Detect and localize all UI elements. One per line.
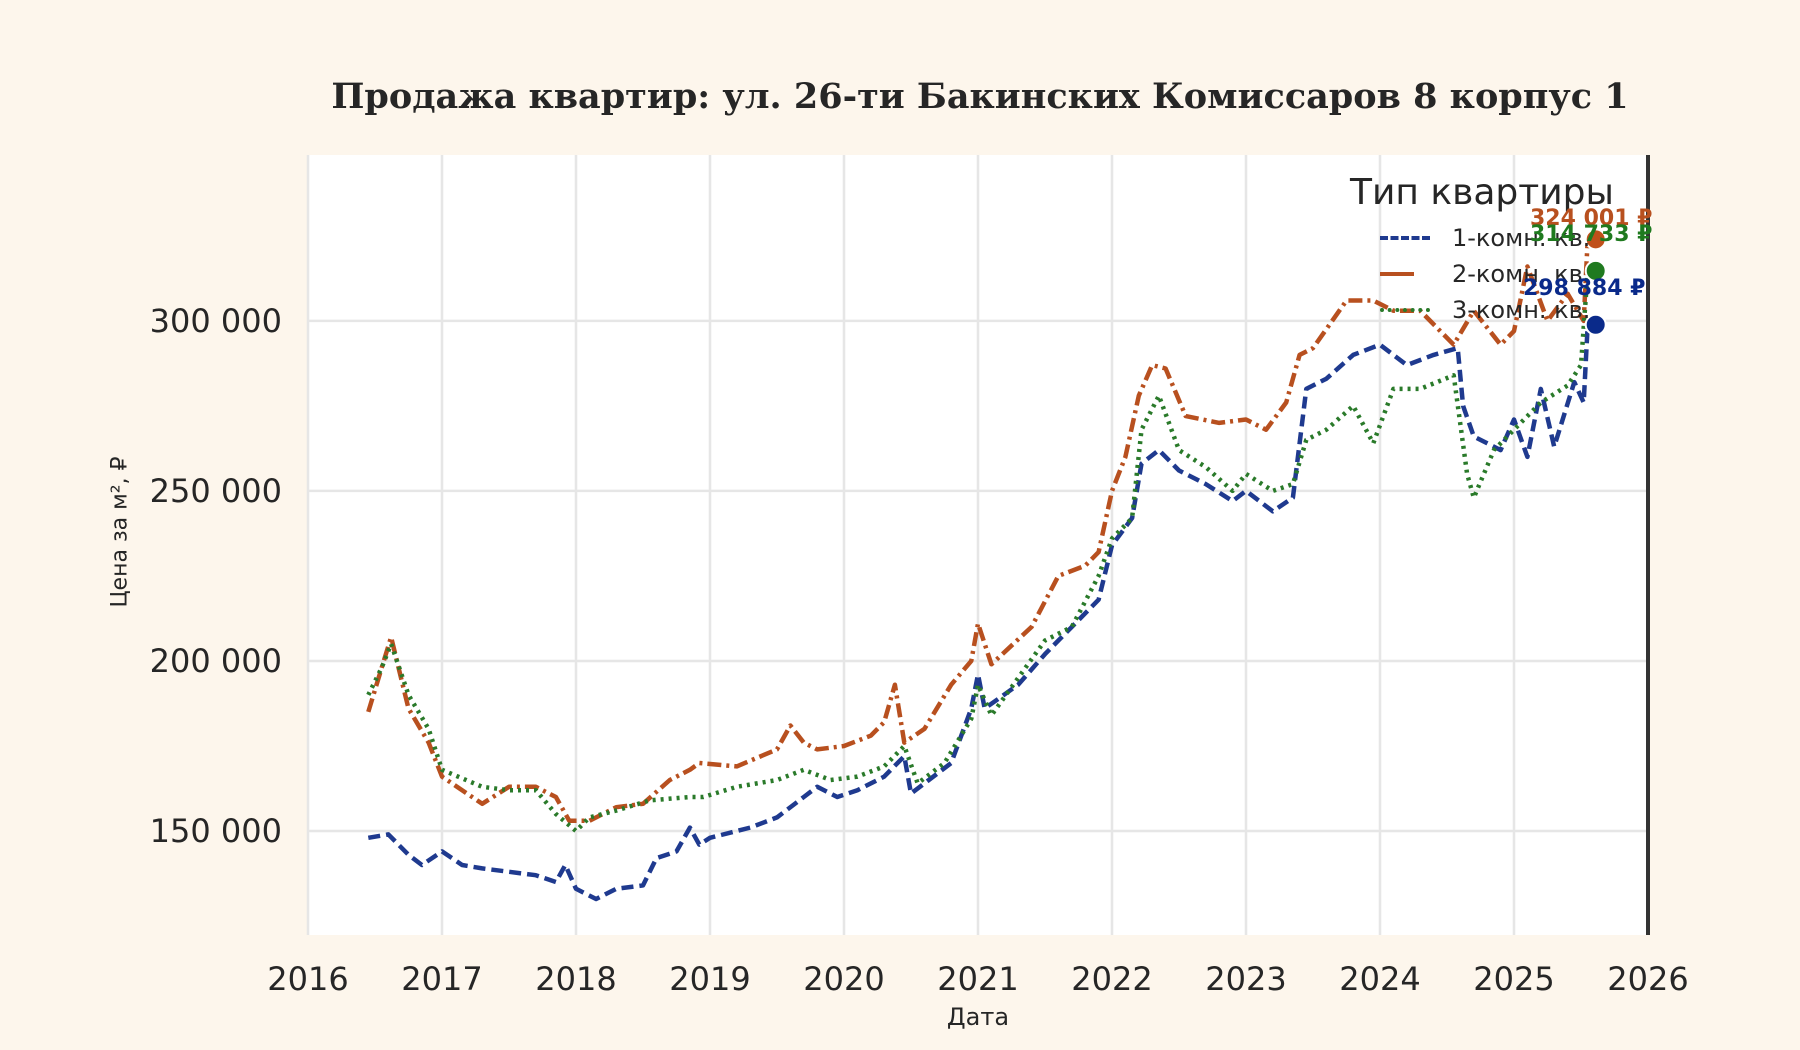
- legend-label: 3-комн. кв.: [1452, 296, 1591, 324]
- x-tick-label: 2021: [937, 960, 1018, 998]
- annotation-2room: 324 001 ₽: [1530, 206, 1653, 231]
- series-line: [366, 270, 1590, 834]
- last-value-marker: [1584, 228, 1607, 251]
- y-tick-label: 150 000: [150, 812, 282, 850]
- dotted-line-icon: [1380, 308, 1430, 312]
- y-tick-label: 250 000: [150, 472, 282, 510]
- annotation-1room: 298 884 ₽: [1523, 276, 1646, 301]
- x-tick-label: 2022: [1071, 960, 1152, 998]
- y-axis-label: Цена за м², ₽: [107, 456, 133, 608]
- annotation-3room: 314 733 ₽: [1530, 222, 1653, 247]
- x-tick-label: 2024: [1339, 960, 1420, 998]
- x-tick-label: 2017: [401, 960, 482, 998]
- x-axis-label: Дата: [946, 1003, 1010, 1031]
- legend-title: Тип квартиры: [1350, 172, 1614, 213]
- x-tick-label: 2016: [267, 960, 348, 998]
- x-tick-label: 2018: [535, 960, 616, 998]
- y-tick-label: 200 000: [150, 642, 282, 680]
- legend-item-1room: 1-комн. кв.: [1380, 224, 1590, 252]
- x-tick-label: 2026: [1607, 960, 1688, 998]
- x-tick-label: 2025: [1473, 960, 1554, 998]
- legend-item-3room: 3-комн. кв.: [1380, 296, 1590, 324]
- legend-label: 2-комн. кв.: [1452, 260, 1591, 288]
- last-value-marker: [1584, 259, 1607, 282]
- y-tick-label: 300 000: [150, 302, 282, 340]
- dashdot-line-icon: [1380, 272, 1414, 276]
- x-tick-label: 2019: [669, 960, 750, 998]
- legend-item-2room: 2-комн. кв.: [1380, 260, 1590, 288]
- chart-title: Продажа квартир: ул. 26-ти Бакинских Ком…: [331, 76, 1629, 117]
- x-tick-label: 2020: [803, 960, 884, 998]
- dashed-line-icon: [1380, 236, 1430, 240]
- x-tick-label: 2023: [1205, 960, 1286, 998]
- last-value-marker: [1584, 313, 1607, 336]
- legend-label: 1-комн. кв.: [1452, 224, 1591, 252]
